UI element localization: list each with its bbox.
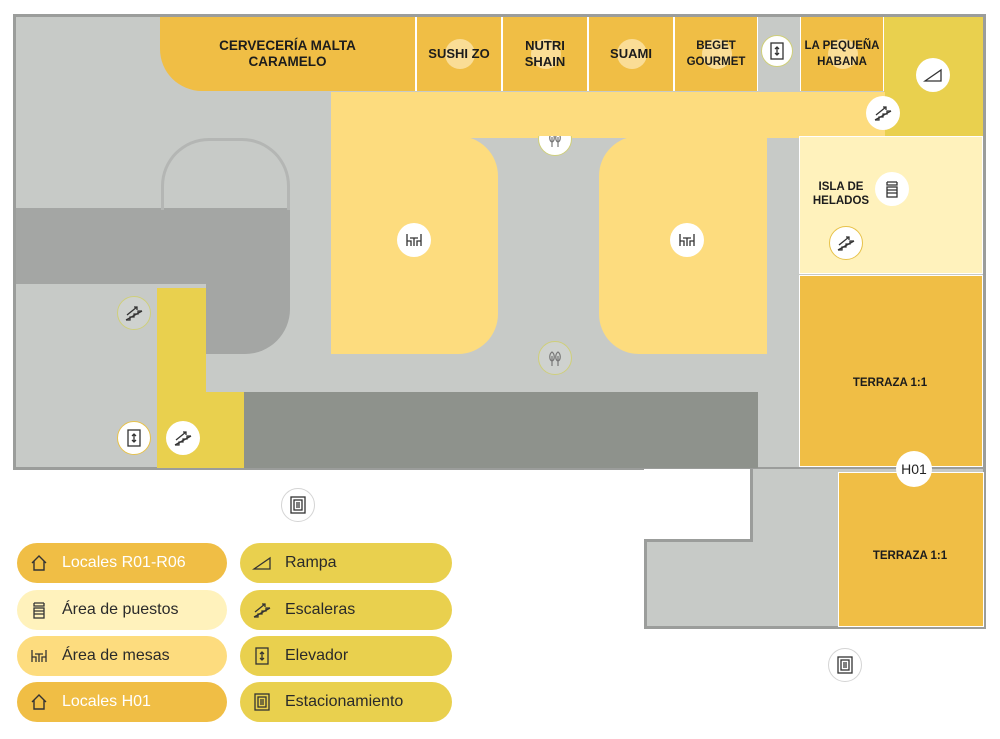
- store-label: SUAMI: [610, 46, 652, 61]
- legend-rampa: Rampa: [240, 543, 452, 583]
- dark-block-bottom: [244, 392, 758, 468]
- legend-area-puestos: Área de puestos: [17, 590, 227, 630]
- kiosk-icon[interactable]: [875, 172, 909, 206]
- legend-locales-h01: Locales H01: [17, 682, 227, 722]
- legend-label: Escaleras: [285, 601, 356, 618]
- legend-label: Locales R01-R06: [62, 554, 186, 571]
- store-beget[interactable]: BEGET GOURMET: [674, 17, 758, 91]
- table-icon[interactable]: [397, 223, 431, 257]
- legend-label: Estacionamiento: [285, 693, 404, 710]
- parking-icon: [251, 691, 273, 713]
- store-cerveceria[interactable]: CERVECERÍA MALTA CARAMELO: [160, 17, 416, 91]
- legend-label: Rampa: [285, 554, 337, 571]
- legend-elevador: Elevador: [240, 636, 452, 676]
- stairs-icon[interactable]: [166, 421, 200, 455]
- isla-helados-label: ISLA DE HELADOS: [812, 181, 870, 207]
- legend-estacionamiento: Estacionamiento: [240, 682, 452, 722]
- store-label: BEGET GOURMET: [686, 40, 746, 68]
- house-icon: [28, 552, 50, 574]
- dining-corridor: [331, 92, 885, 138]
- store-sushi[interactable]: SUSHI ZO: [416, 17, 502, 91]
- ramp-icon: [251, 552, 273, 574]
- stairs-icon[interactable]: [866, 96, 900, 130]
- terraza-top[interactable]: [799, 275, 983, 467]
- h01-label: H01: [901, 461, 927, 477]
- kiosk-icon: [28, 599, 50, 621]
- legend-label: Elevador: [285, 647, 349, 664]
- elevator-icon: [251, 645, 273, 667]
- store-label: SUSHI ZO: [428, 46, 490, 61]
- legend-label: Área de puestos: [62, 601, 179, 618]
- stairs-icon[interactable]: [829, 226, 863, 260]
- stairs-icon[interactable]: [117, 296, 151, 330]
- terraza-bottom-label: TERRAZA 1:1: [872, 550, 948, 562]
- dark-block-left-lower: [206, 208, 290, 354]
- store-pequena[interactable]: LA PEQUEÑA HABANA: [800, 17, 884, 91]
- legend-label: Área de mesas: [62, 647, 170, 664]
- ramp-outline: [161, 138, 290, 210]
- legend-area-mesas: Área de mesas: [17, 636, 227, 676]
- table-icon[interactable]: [670, 223, 704, 257]
- legend-locales-r01-r06: Locales R01-R06: [17, 543, 227, 583]
- house-icon: [28, 691, 50, 713]
- parking-icon[interactable]: [828, 648, 862, 682]
- elevator-icon[interactable]: [117, 421, 151, 455]
- store-label: NUTRI SHAIN: [524, 38, 566, 69]
- store-nutri[interactable]: NUTRI SHAIN: [502, 17, 588, 91]
- legend-escaleras: Escaleras: [240, 590, 452, 630]
- annex-notch: [644, 469, 753, 542]
- legend-label: Locales H01: [62, 693, 151, 710]
- store-label: LA PEQUEÑA HABANA: [804, 40, 880, 68]
- ramp-icon[interactable]: [916, 58, 950, 92]
- terraza-bottom[interactable]: [838, 472, 984, 627]
- tree-icon: [538, 341, 572, 375]
- stairs-icon: [251, 599, 273, 621]
- store-label: CERVECERÍA MALTA CARAMELO: [219, 38, 356, 69]
- terraza-top-label: TERRAZA 1:1: [852, 377, 928, 389]
- elevator-icon[interactable]: [761, 35, 793, 67]
- h01-badge[interactable]: H01: [896, 451, 932, 487]
- store-suami[interactable]: SUAMI: [588, 17, 674, 91]
- table-icon: [28, 645, 50, 667]
- parking-icon[interactable]: [281, 488, 315, 522]
